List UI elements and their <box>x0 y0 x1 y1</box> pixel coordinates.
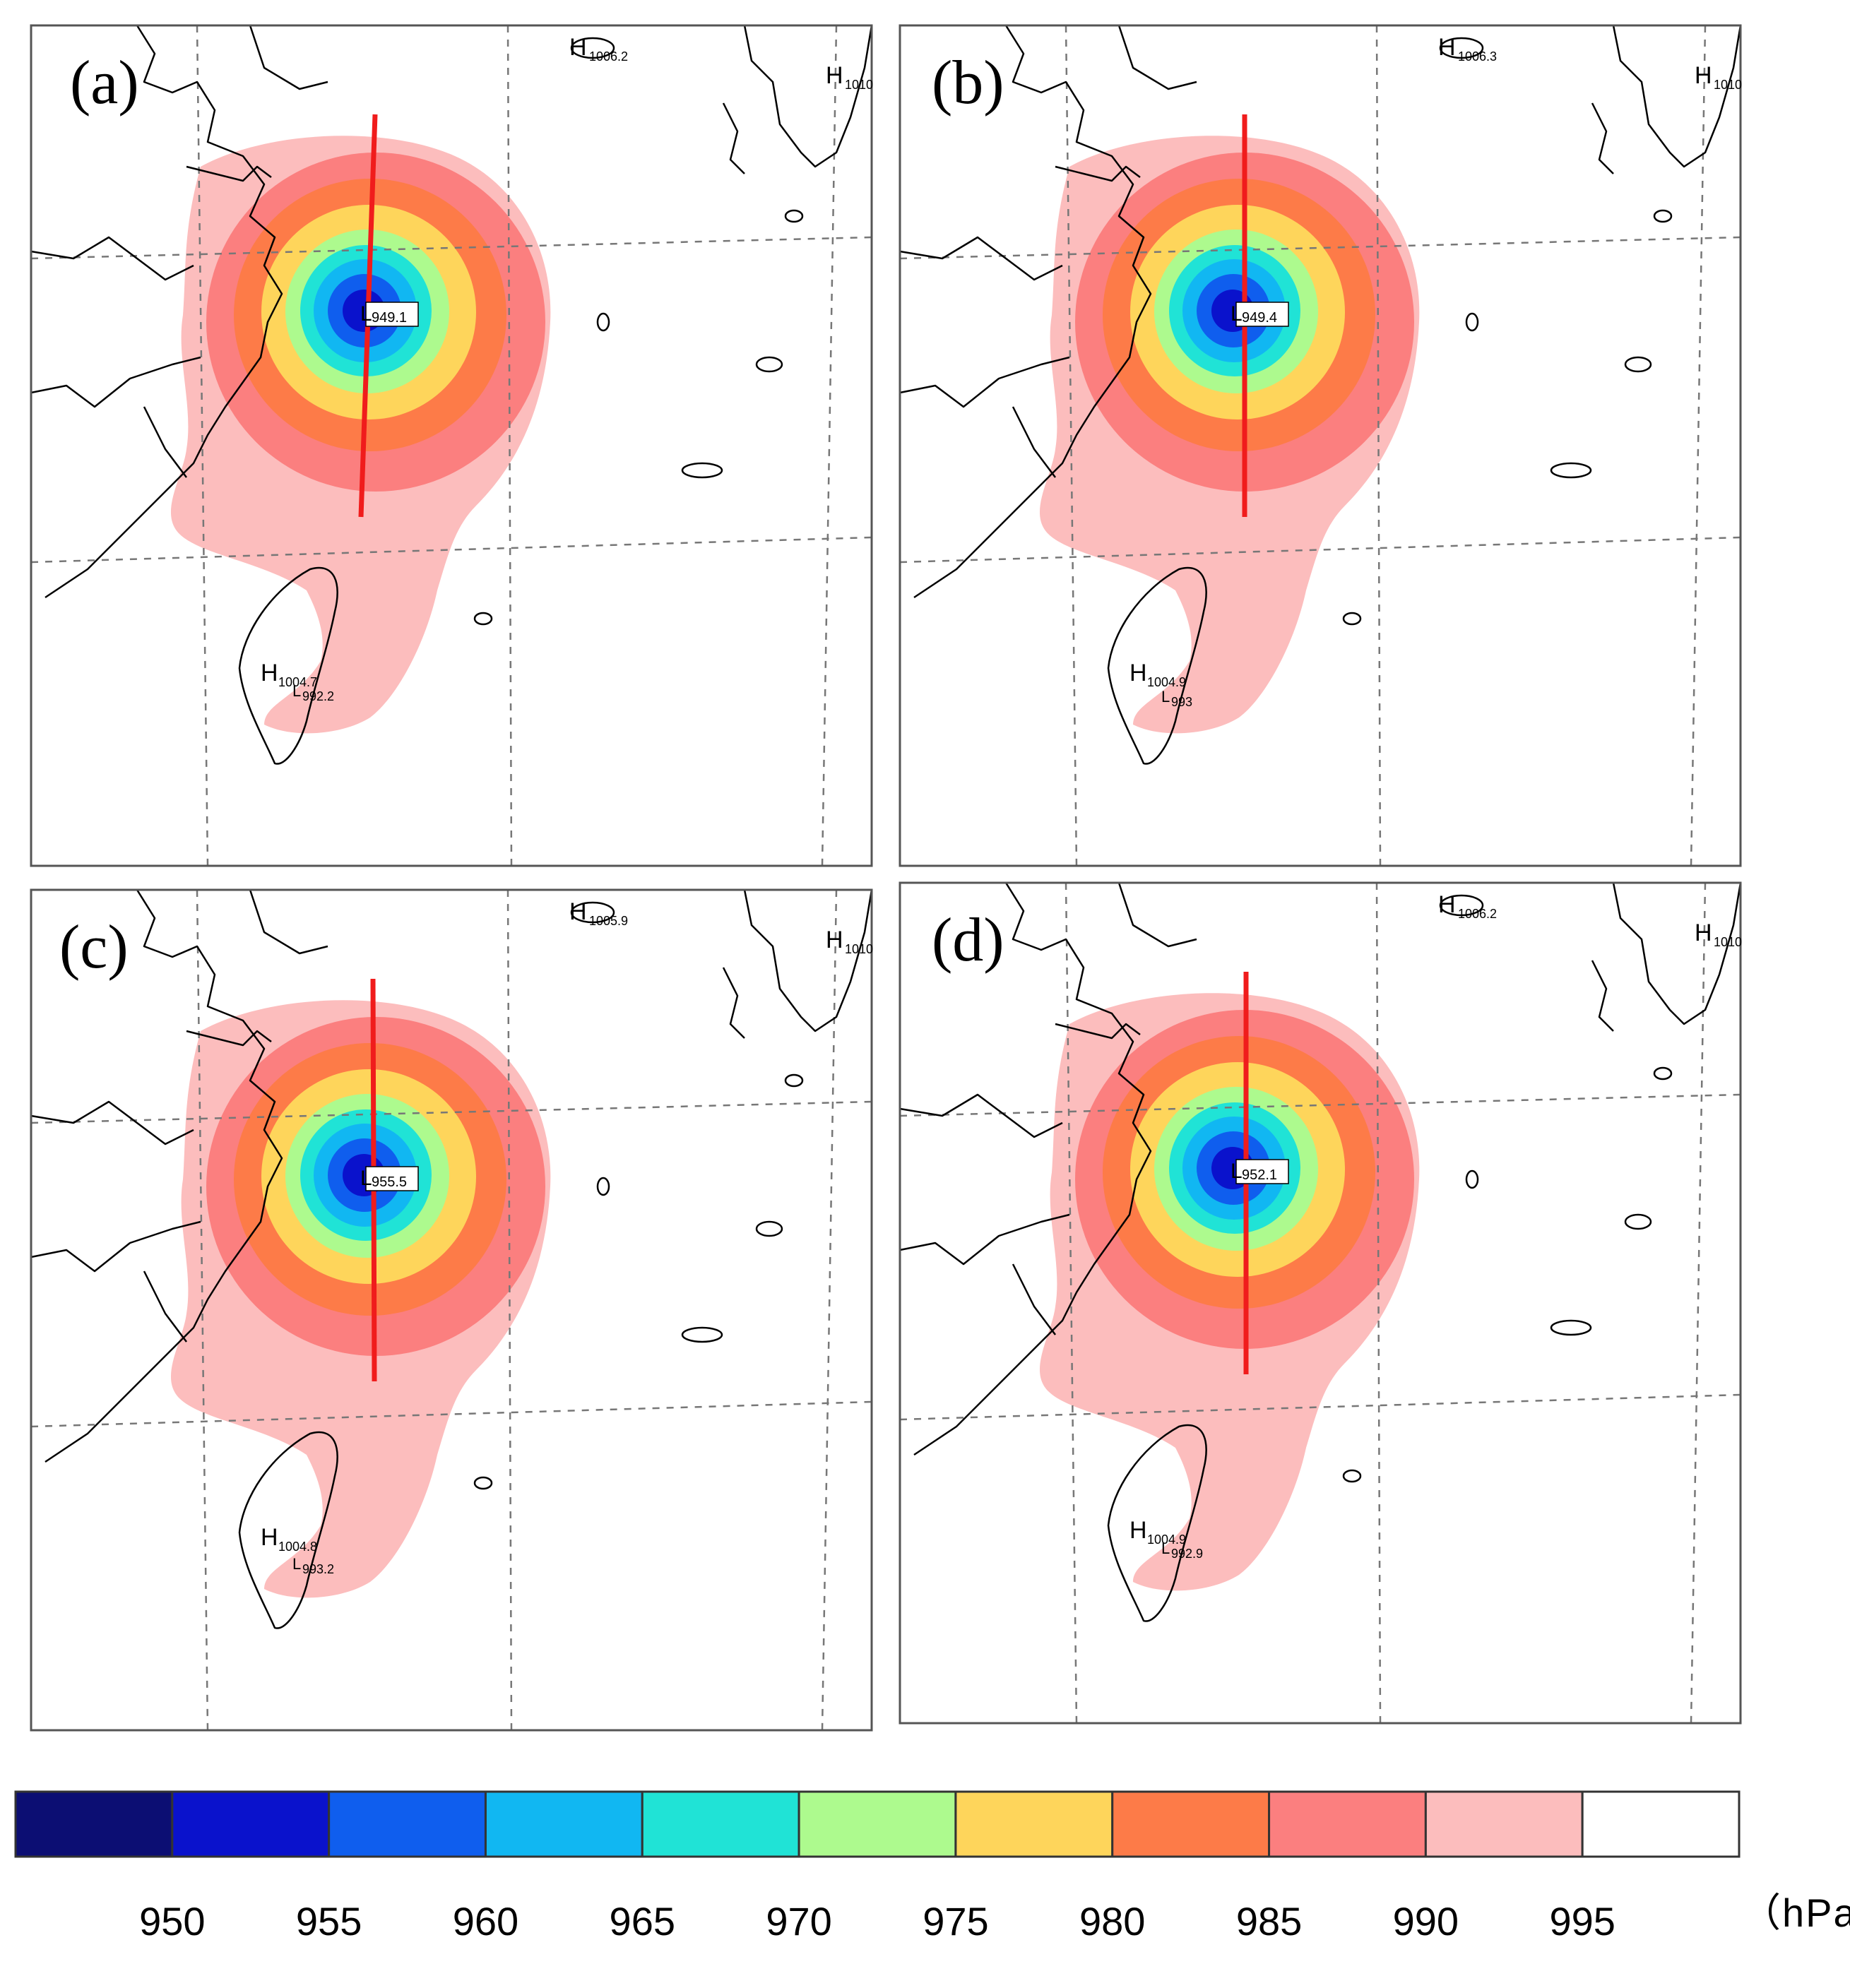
legend-tick-label: 990 <box>1393 1899 1459 1944</box>
high-far-value: 1010 <box>1714 935 1742 949</box>
legend-swatch <box>484 1790 644 1858</box>
panel-a: L 949.1 (a) H 1006.2 H 1010 H 1004.7 L 9… <box>30 24 873 867</box>
low-taiwan-symbol: L <box>1161 688 1170 706</box>
high-far-symbol: H <box>826 62 843 89</box>
high-ne-value: 1006.2 <box>1458 907 1497 921</box>
legend-swatch <box>1424 1790 1584 1858</box>
high-ne-symbol: H <box>1438 891 1456 918</box>
high-taiwan-value: 1004.7 <box>278 675 317 689</box>
legend-swatch <box>641 1790 800 1858</box>
high-taiwan-value: 1004.8 <box>278 1540 317 1554</box>
legend-swatch <box>1581 1790 1741 1858</box>
center-pressure-label: 952.1 <box>1242 1167 1277 1183</box>
high-far-value: 1010 <box>1714 78 1742 92</box>
low-taiwan-value: 992.9 <box>1171 1547 1203 1561</box>
low-taiwan-symbol: L <box>292 1555 301 1573</box>
high-far-value: 1010 <box>845 942 873 956</box>
legend-tick-label: 975 <box>923 1899 988 1944</box>
low-center-symbol: L <box>1231 1160 1243 1183</box>
high-ne-value: 1005.9 <box>589 914 628 928</box>
center-pressure-label: 949.4 <box>1242 310 1277 326</box>
high-taiwan-value: 1004.9 <box>1147 1532 1186 1547</box>
high-taiwan-symbol: H <box>1129 660 1147 686</box>
legend-tick-label: 985 <box>1236 1899 1302 1944</box>
high-far-symbol: H <box>1695 919 1712 946</box>
high-ne-value: 1006.3 <box>1458 49 1497 64</box>
legend-tick-label: 970 <box>766 1899 831 1944</box>
panel-label: (a) <box>70 49 139 117</box>
high-far-symbol: H <box>1695 62 1712 89</box>
legend-swatch <box>797 1790 957 1858</box>
legend-tick-label: 960 <box>453 1899 518 1944</box>
color-legend: 950 955 960 965 970 975 980 985 990 995 <box>14 1790 1741 1944</box>
high-far-symbol: H <box>826 927 843 953</box>
high-taiwan-value: 1004.9 <box>1147 675 1186 689</box>
low-taiwan-symbol: L <box>292 682 301 700</box>
low-center-symbol: L <box>360 1167 372 1190</box>
panel-label: (b) <box>932 49 1004 117</box>
low-taiwan-symbol: L <box>1161 1540 1170 1557</box>
legend-tick-label: 995 <box>1549 1899 1615 1944</box>
high-ne-symbol: H <box>569 34 587 61</box>
center-pressure-label: 955.5 <box>372 1174 407 1190</box>
high-taiwan-symbol: H <box>261 660 278 686</box>
low-center-symbol: L <box>360 302 372 326</box>
legend-tick-label: 950 <box>139 1899 205 1944</box>
legend-swatch <box>171 1790 331 1858</box>
high-ne-symbol: H <box>1438 34 1456 61</box>
panel-d: L 952.1 (d) H 1006.2 H 1010 H 1004.9 L 9… <box>899 881 1742 1725</box>
low-taiwan-value: 992.2 <box>302 689 334 703</box>
panel-label: (d) <box>932 906 1004 975</box>
legend-swatch <box>14 1790 174 1858</box>
legend-swatch <box>1268 1790 1427 1858</box>
legend-tick-label: 955 <box>296 1899 362 1944</box>
high-ne-value: 1006.2 <box>589 49 628 64</box>
low-taiwan-value: 993 <box>1171 695 1192 709</box>
panel-c: L 955.5 (c) H 1005.9 H 1010 H 1004.8 L 9… <box>30 888 873 1732</box>
legend-tick-label: 965 <box>610 1899 675 1944</box>
center-pressure-label: 949.1 <box>372 310 407 326</box>
panel-b: L 949.4 (b) H 1006.3 H 1010 H 1004.9 L 9… <box>899 24 1742 867</box>
legend-swatch <box>954 1790 1114 1858</box>
legend-unit: （hPa） <box>1741 1891 1850 1935</box>
legend-swatch <box>1111 1790 1271 1858</box>
high-far-value: 1010 <box>845 78 873 92</box>
legend-tick-label: 980 <box>1079 1899 1145 1944</box>
panel-label: (c) <box>59 913 129 982</box>
high-taiwan-symbol: H <box>261 1524 278 1551</box>
legend-swatch <box>328 1790 487 1858</box>
low-center-symbol: L <box>1231 302 1243 326</box>
high-taiwan-symbol: H <box>1129 1517 1147 1544</box>
high-ne-symbol: H <box>569 898 587 925</box>
low-taiwan-value: 993.2 <box>302 1562 334 1576</box>
